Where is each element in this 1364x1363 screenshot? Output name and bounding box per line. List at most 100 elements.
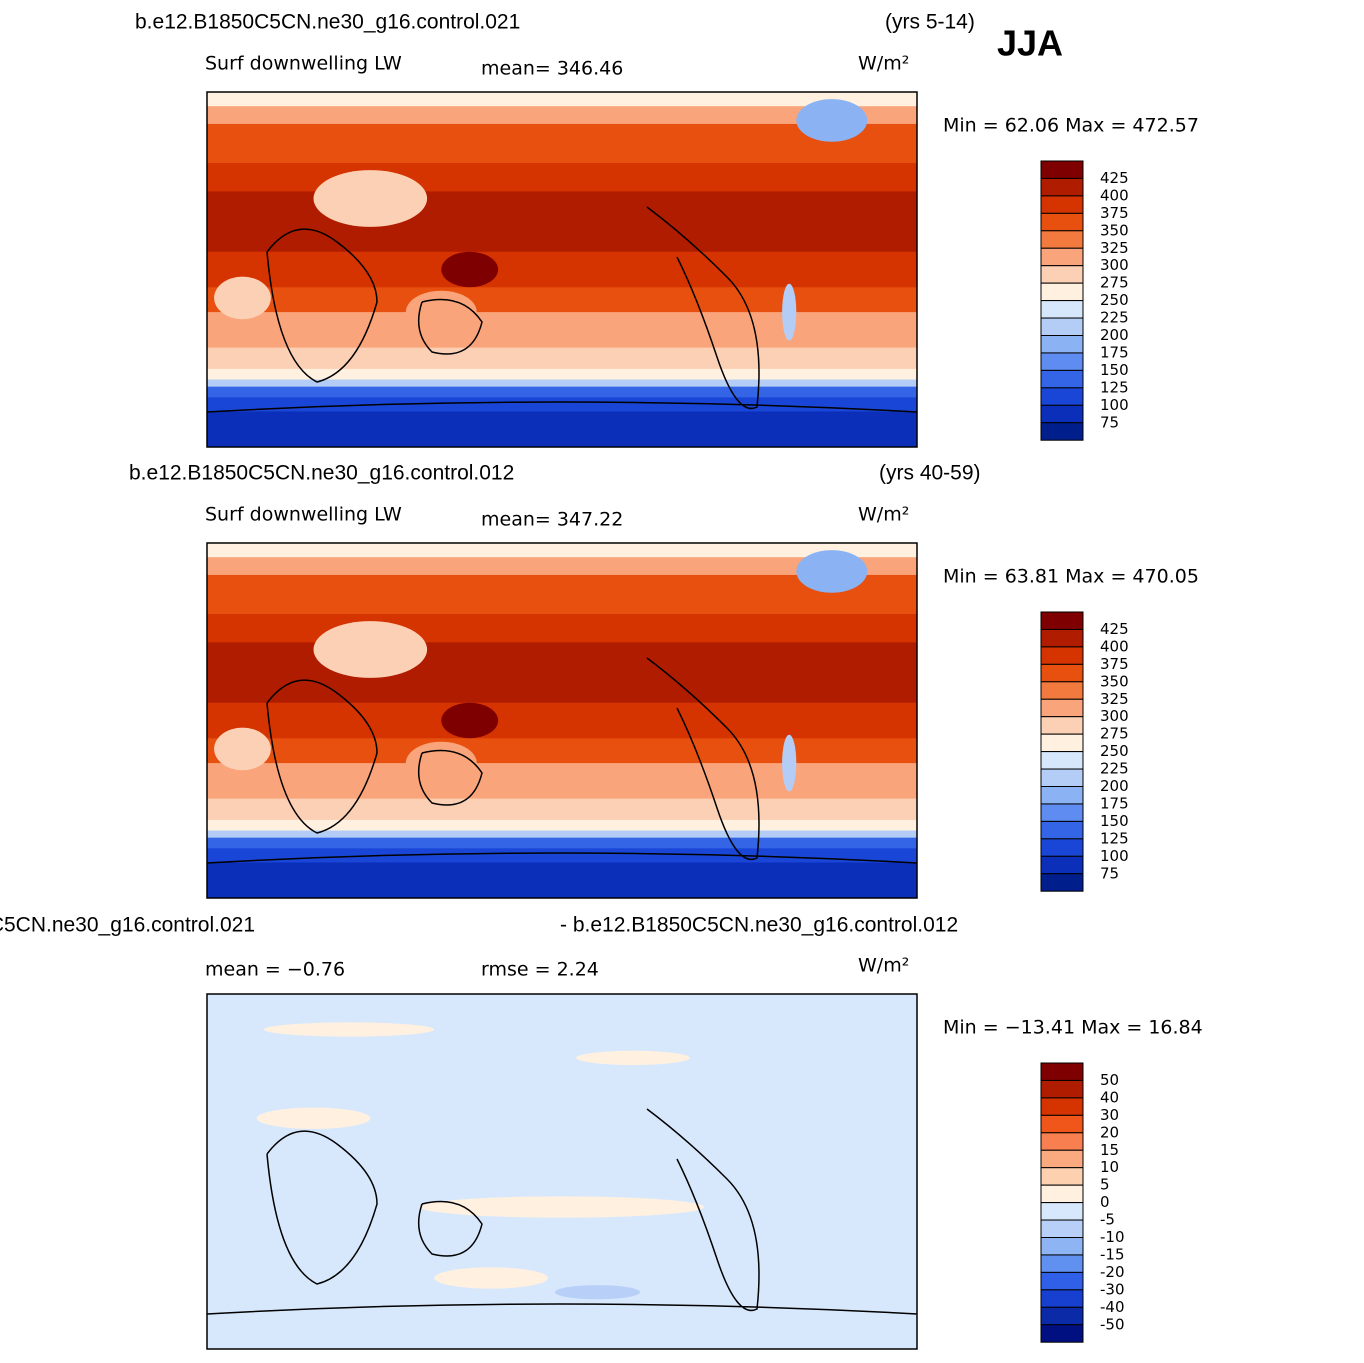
map-field	[313, 621, 428, 678]
map-field	[207, 557, 917, 576]
colorbar-box	[1040, 1132, 1084, 1151]
colorbar-box	[1040, 786, 1084, 805]
colorbar-box	[1040, 1167, 1084, 1186]
colorbar-box	[1040, 317, 1084, 336]
colorbar-box	[1040, 195, 1084, 214]
colorbar-box	[1040, 1237, 1084, 1256]
colorbar-label: 100	[1100, 396, 1129, 414]
colorbar-box	[1040, 820, 1084, 840]
colorbar-box	[1040, 1184, 1084, 1204]
colorbar-label: -50	[1100, 1315, 1125, 1333]
colorbar-box	[1040, 1306, 1084, 1326]
colorbar-label: 225	[1100, 309, 1129, 327]
colorbar-box	[1040, 751, 1084, 770]
map-field	[405, 741, 477, 785]
colorbar-box	[1040, 663, 1084, 683]
coastline	[206, 1108, 918, 1315]
units-label: W/m²	[858, 504, 909, 526]
colorbar-label: 300	[1100, 707, 1129, 725]
colorbar-label: -30	[1100, 1280, 1125, 1298]
colorbar-label: 150	[1100, 361, 1129, 379]
case-title: b.e12.B1850C5CN.ne30_g16.control.021	[0, 914, 255, 937]
colorbar-label: 75	[1100, 413, 1119, 431]
map-field	[207, 251, 917, 288]
colorbar-label: 250	[1100, 742, 1129, 760]
panel: b.e12.B1850C5CN.ne30_g16.control.021 (yrs…	[135, 11, 1199, 448]
variable-label: Surf downwelling LW	[205, 53, 402, 75]
map-field	[441, 251, 499, 288]
map-field	[207, 763, 917, 800]
map-frame	[206, 993, 918, 1350]
map-field	[207, 379, 917, 388]
colorbar-label: 425	[1100, 620, 1129, 638]
map-field	[207, 543, 917, 558]
map-field	[207, 614, 917, 643]
colorbar-label: 400	[1100, 186, 1129, 204]
map-field	[405, 290, 477, 334]
colorbar-label: 0	[1100, 1193, 1110, 1211]
colorbar-box	[1040, 1062, 1084, 1081]
colorbar-box	[1040, 1114, 1084, 1134]
map-field	[263, 1022, 435, 1037]
map-field	[207, 411, 917, 448]
map-field	[207, 123, 917, 164]
map-field	[441, 702, 499, 739]
colorbar-label: -40	[1100, 1298, 1125, 1316]
map-field	[207, 798, 917, 821]
colorbar-label: 30	[1100, 1106, 1119, 1124]
colorbar-box	[1040, 768, 1084, 787]
colorbar-box	[1040, 698, 1084, 718]
season-label: JJA	[997, 23, 1063, 64]
min-max-label: Min = 62.06 Max = 472.57	[943, 115, 1199, 137]
colorbar-label: 275	[1100, 274, 1129, 292]
map-field	[420, 1196, 704, 1218]
map-frame	[206, 91, 918, 448]
min-max-label: Min = 63.81 Max = 470.05	[943, 566, 1199, 588]
map-field	[214, 276, 271, 320]
map-field	[782, 283, 797, 341]
colorbar-box	[1040, 212, 1084, 232]
colorbar-box	[1040, 282, 1084, 302]
map-field	[313, 170, 428, 227]
colorbar-label: 425	[1100, 169, 1129, 187]
map-field	[207, 862, 917, 899]
colorbar-label: 200	[1100, 326, 1129, 344]
colorbar-box	[1040, 1079, 1084, 1099]
map-field	[207, 819, 917, 832]
colorbar-label: 125	[1100, 378, 1129, 396]
colorbar-box	[1040, 1289, 1084, 1308]
map-field	[434, 1267, 548, 1289]
colorbar-box	[1040, 230, 1084, 249]
colorbar-box	[1040, 160, 1084, 179]
map-field	[207, 642, 917, 704]
map-field	[207, 738, 917, 764]
colorbar-box	[1040, 300, 1084, 319]
rmse-label: rmse = 2.24	[481, 959, 599, 981]
case-title: b.e12.B1850C5CN.ne30_g16.control.021	[135, 11, 520, 34]
map-field	[214, 727, 271, 771]
colorbar-label: -15	[1100, 1245, 1125, 1263]
case-title: b.e12.B1850C5CN.ne30_g16.control.012	[129, 462, 514, 485]
map-field	[207, 830, 917, 839]
coastline	[206, 657, 918, 864]
map-field	[207, 397, 917, 412]
colorbar-label: 375	[1100, 204, 1129, 222]
colorbar-box	[1040, 1254, 1084, 1273]
map-field	[207, 106, 917, 125]
colorbar-box	[1040, 335, 1084, 354]
colorbar-box	[1040, 611, 1084, 630]
colorbar-label: 5	[1100, 1176, 1110, 1194]
colorbar-label: 20	[1100, 1123, 1119, 1141]
colorbar-box	[1040, 855, 1084, 875]
colorbar-box	[1040, 422, 1084, 441]
map-field	[554, 1285, 641, 1300]
colorbar-label: 325	[1100, 690, 1129, 708]
colorbar-box	[1040, 646, 1084, 665]
map-field	[207, 386, 917, 398]
map-field	[207, 163, 917, 192]
map-field	[207, 837, 917, 849]
colorbar-box	[1040, 1324, 1084, 1343]
colorbar-box	[1040, 404, 1084, 424]
colorbar-label: 150	[1100, 812, 1129, 830]
